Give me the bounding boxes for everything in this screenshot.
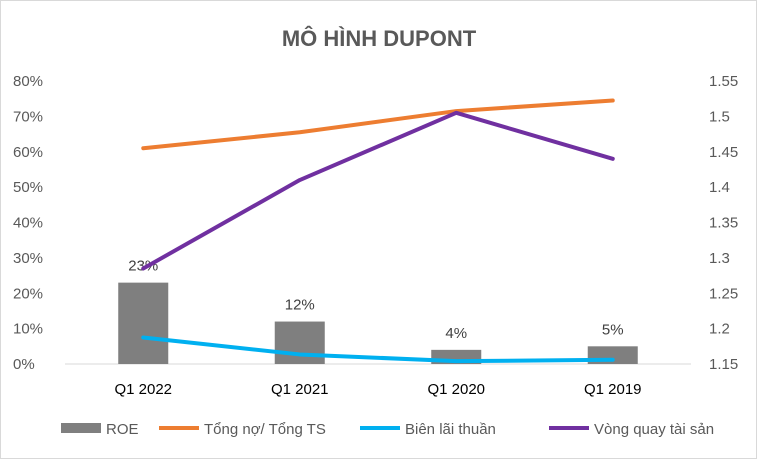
left-tick-label: 70% <box>13 108 43 125</box>
right-tick-label: 1.55 <box>709 73 738 90</box>
left-tick-label: 20% <box>13 285 43 302</box>
right-tick-label: 1.15 <box>709 356 738 373</box>
left-tick-label: 10% <box>13 321 43 338</box>
roe-bar <box>118 282 169 364</box>
series-line-vong-quay-tai-san <box>141 110 615 271</box>
roe-data-labels: 23% 12% 4% 5% <box>128 258 623 342</box>
legend-label: Tổng nợ/ Tổng TS <box>204 421 326 438</box>
left-tick-label: 60% <box>13 144 43 161</box>
left-tick-label: 40% <box>13 215 43 232</box>
legend-label: Vòng quay tài sản <box>594 421 714 438</box>
roe-data-label: 23% <box>128 258 158 275</box>
left-axis: 0% 10% 20% 30% 40% 50% 60% 70% 80% <box>13 73 43 373</box>
right-tick-label: 1.2 <box>709 321 730 338</box>
category-label: Q1 2022 <box>114 381 172 398</box>
right-tick-label: 1.5 <box>709 108 730 125</box>
category-label: Q1 2020 <box>427 381 485 398</box>
right-tick-label: 1.25 <box>709 285 738 302</box>
series-lines <box>141 98 615 364</box>
roe-bar <box>274 321 325 364</box>
legend-swatch <box>61 423 101 433</box>
left-tick-label: 0% <box>13 356 35 373</box>
chart-title: MÔ HÌNH DUPONT <box>282 26 477 51</box>
left-tick-label: 80% <box>13 73 43 90</box>
right-tick-label: 1.3 <box>709 250 730 267</box>
category-labels: Q1 2022 Q1 2021 Q1 2020 Q1 2019 <box>114 381 641 398</box>
right-tick-label: 1.4 <box>709 179 730 196</box>
roe-data-label: 12% <box>285 297 315 314</box>
left-tick-label: 50% <box>13 179 43 196</box>
roe-data-label: 4% <box>445 325 467 342</box>
legend-label: Biên lãi thuần <box>405 421 496 438</box>
legend: ROE Tổng nợ/ Tổng TS Biên lãi thuần Vòng qu… <box>61 421 714 438</box>
category-label: Q1 2021 <box>271 381 329 398</box>
right-tick-label: 1.35 <box>709 215 738 232</box>
right-axis: 1.15 1.2 1.25 1.3 1.35 1.4 1.45 1.5 1.55 <box>709 73 738 373</box>
category-label: Q1 2019 <box>584 381 642 398</box>
legend-label: ROE <box>106 421 139 438</box>
roe-data-label: 5% <box>602 321 624 338</box>
series-line-bien-lai-thuan <box>141 335 615 364</box>
right-tick-label: 1.45 <box>709 144 738 161</box>
left-tick-label: 30% <box>13 250 43 267</box>
roe-bars <box>118 282 638 364</box>
series-line-tong-no-tong-ts <box>141 98 615 151</box>
